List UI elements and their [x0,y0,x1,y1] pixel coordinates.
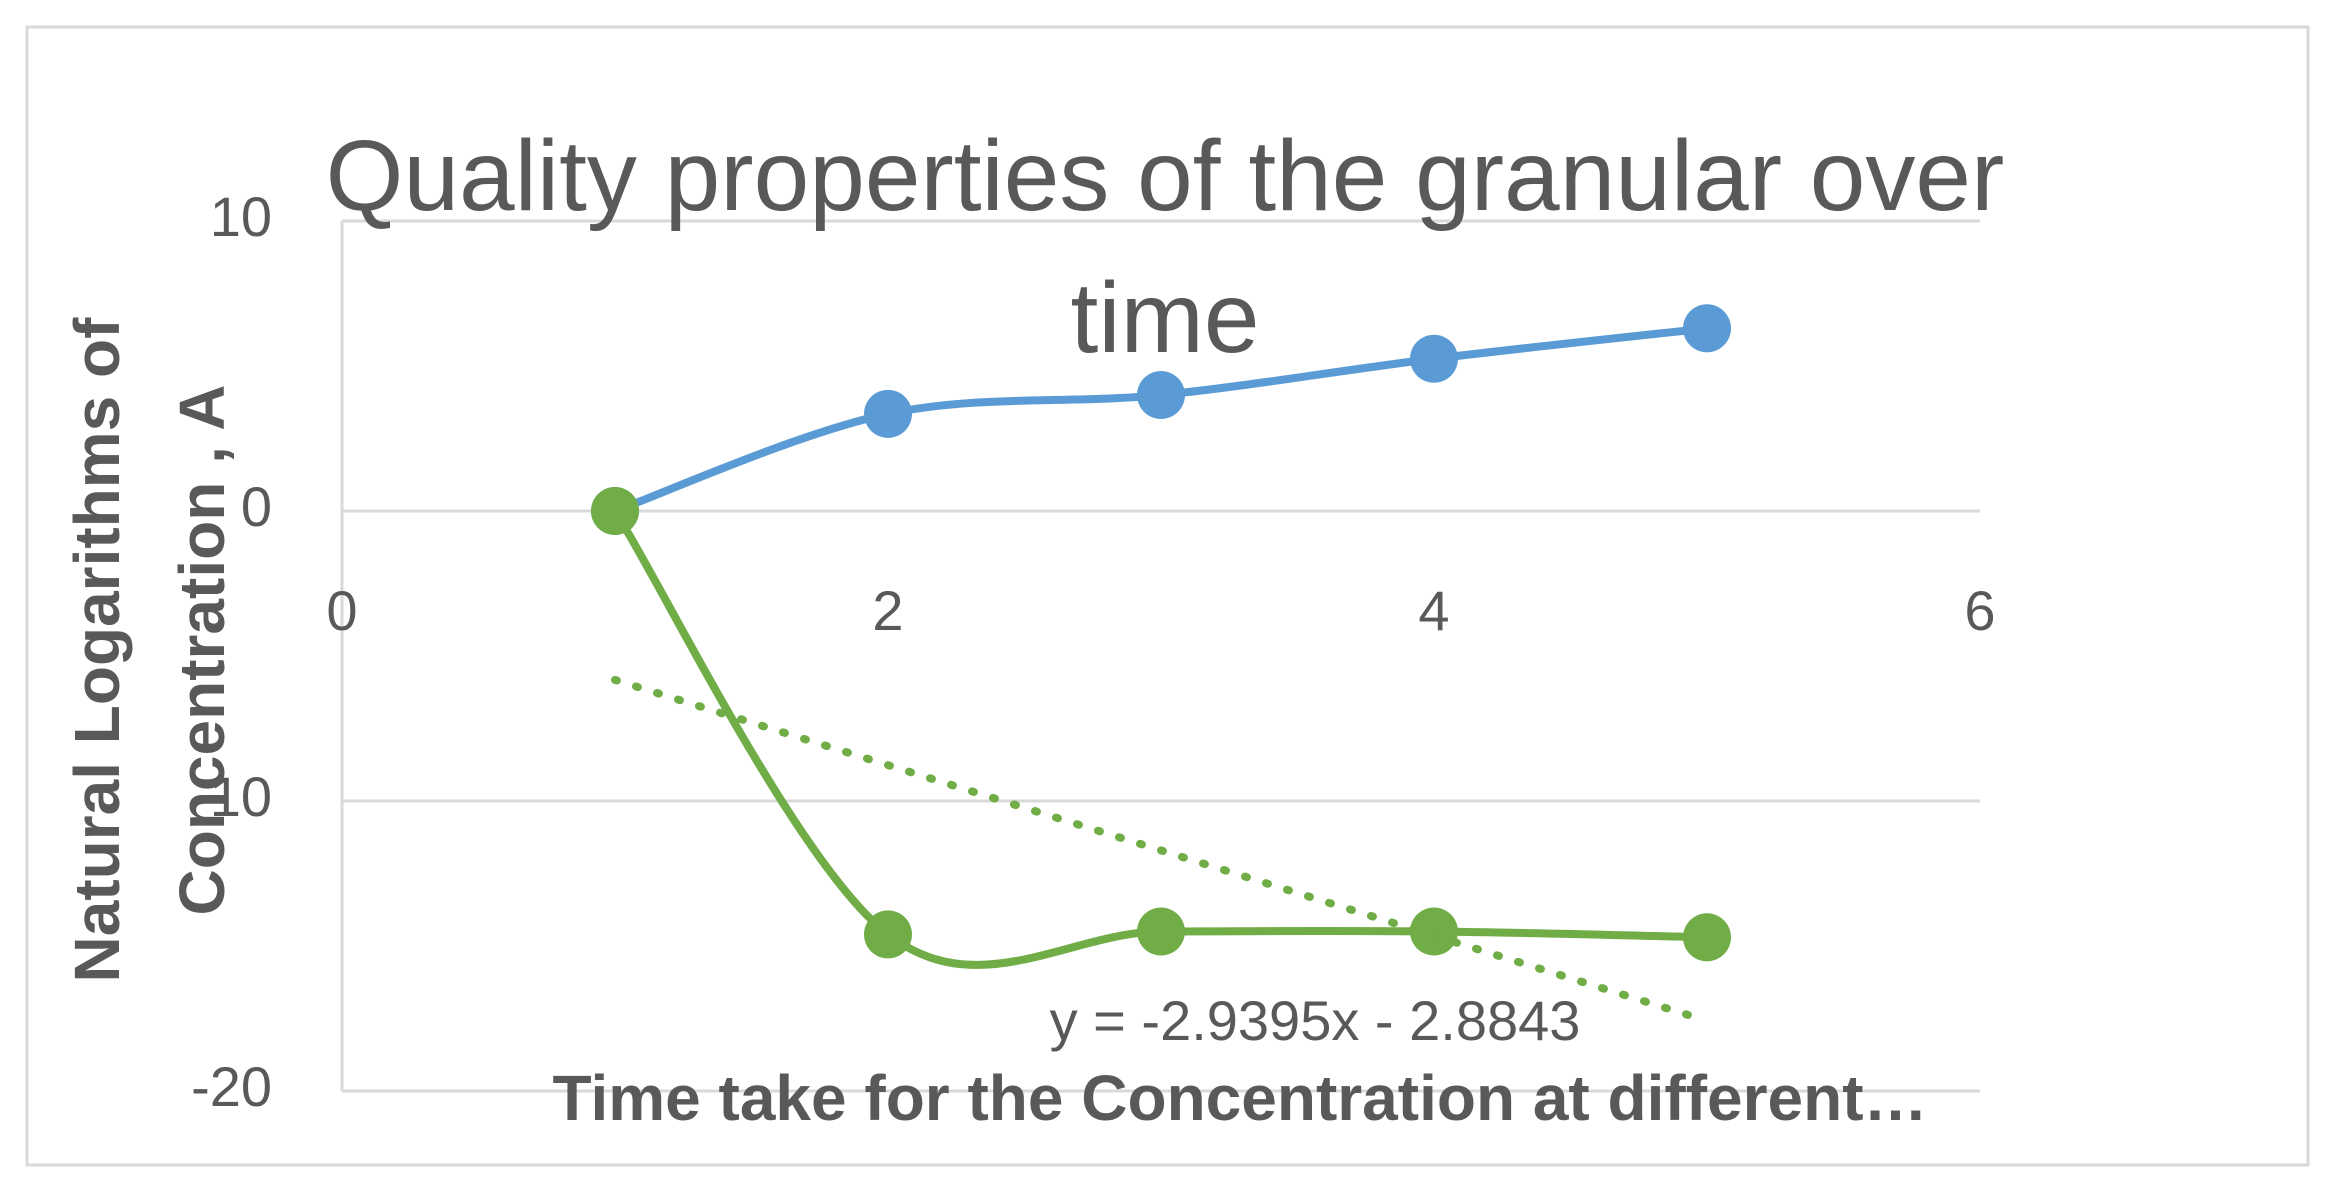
y-tick-label: -10 [191,765,272,828]
data-point [864,389,912,438]
data-point [1683,913,1731,962]
series-line [611,507,1711,969]
y-tick-label: -20 [191,1055,272,1118]
trendline-label: y = -2.9395x - 2.8843 [1050,989,1581,1052]
y-tick-label: 10 [210,185,272,248]
trendline [611,675,1711,1025]
x-tick-label: 0 [326,579,357,642]
x-tick-label: 2 [872,579,903,642]
data-point [864,910,912,959]
data-point [1683,304,1731,353]
data-point [1410,334,1458,383]
y-tick-label: 0 [241,475,272,538]
x-tick-label: 6 [1964,579,1995,642]
data-point [1137,907,1185,956]
chart-title: Quality properties of the granular over … [325,120,2005,374]
chart-border [25,25,2310,1167]
data-point [1410,907,1458,956]
data-point [591,487,639,535]
y-axis-label: Natural Logarithms of Concentration , A [61,317,238,983]
x-tick-label: 4 [1418,579,1449,642]
data-point [1137,371,1185,419]
x-axis-label: Time take for the Concentration at diffe… [552,1062,1928,1134]
